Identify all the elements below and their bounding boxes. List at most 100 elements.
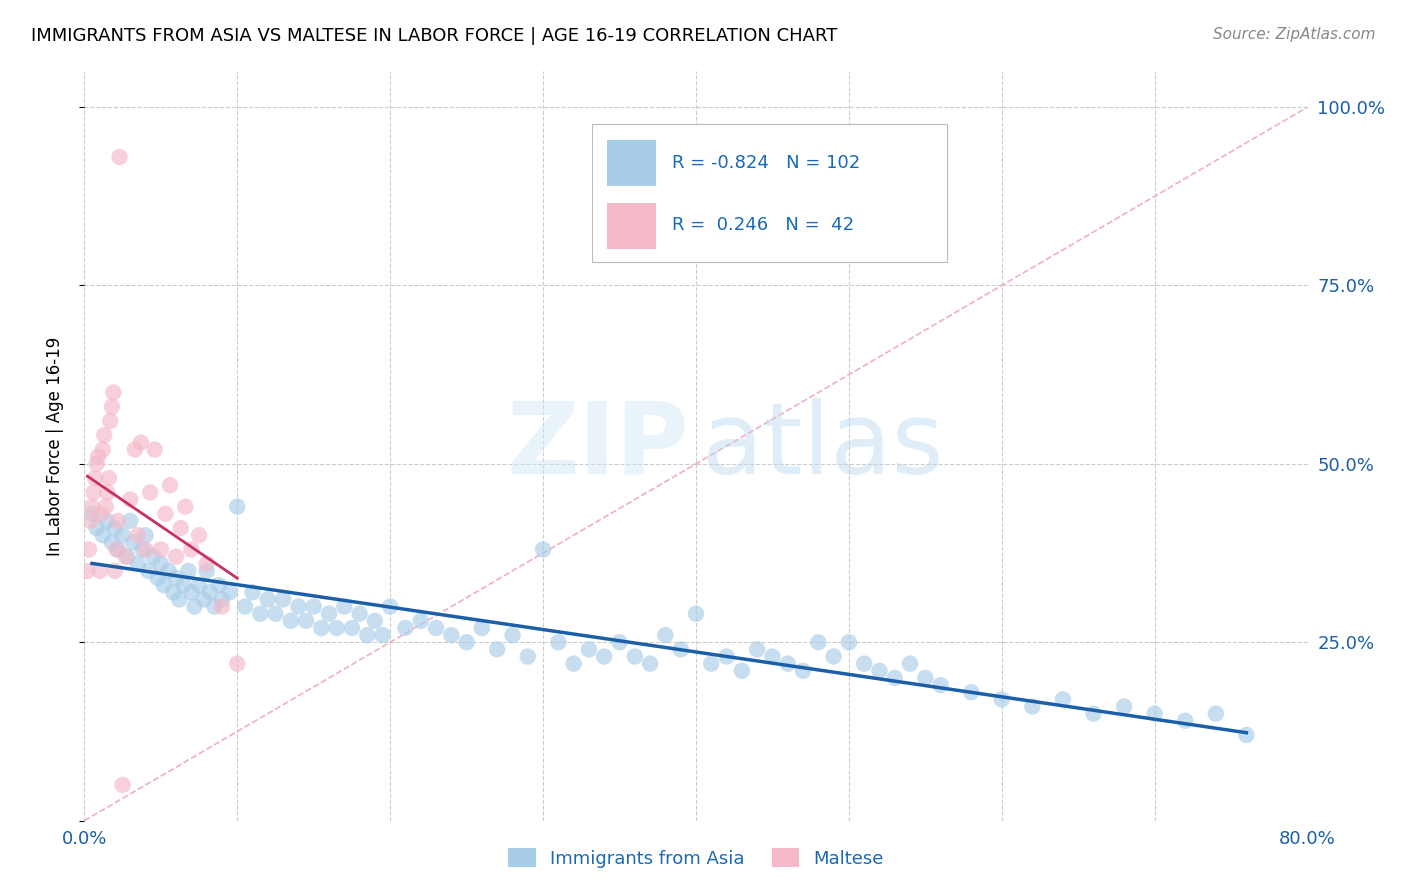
Point <box>960 685 983 699</box>
Point <box>165 549 187 564</box>
Point <box>138 564 160 578</box>
Point <box>111 528 134 542</box>
Point <box>139 485 162 500</box>
Point <box>761 649 783 664</box>
Point <box>177 564 200 578</box>
Point <box>486 642 509 657</box>
Point <box>89 564 111 578</box>
Point <box>1143 706 1166 721</box>
Point <box>425 621 447 635</box>
FancyBboxPatch shape <box>592 124 946 262</box>
Point <box>1114 699 1136 714</box>
Point <box>1174 714 1197 728</box>
Point <box>111 778 134 792</box>
Point <box>157 564 180 578</box>
Point <box>120 514 142 528</box>
Point <box>108 150 131 164</box>
Point <box>83 485 105 500</box>
Point <box>211 599 233 614</box>
Point <box>122 535 145 549</box>
Point <box>311 621 333 635</box>
Text: ZIP: ZIP <box>508 398 690 494</box>
Point <box>84 471 107 485</box>
Point <box>202 599 225 614</box>
Legend: Immigrants from Asia, Maltese: Immigrants from Asia, Maltese <box>509 848 883 868</box>
Bar <box>606 202 655 249</box>
Point <box>193 592 215 607</box>
Point <box>1236 728 1258 742</box>
Point <box>233 599 256 614</box>
Point <box>264 607 287 621</box>
Point <box>91 442 114 457</box>
Point <box>149 557 172 571</box>
Point <box>516 649 538 664</box>
Point <box>211 592 233 607</box>
Point <box>257 592 280 607</box>
Point <box>97 471 120 485</box>
Point <box>183 599 205 614</box>
Point <box>807 635 830 649</box>
Point <box>79 514 101 528</box>
Point <box>669 642 692 657</box>
Point <box>271 592 294 607</box>
Point <box>188 578 211 592</box>
Point <box>883 671 905 685</box>
Point <box>86 521 108 535</box>
Point <box>195 564 218 578</box>
Point <box>159 478 181 492</box>
Point <box>107 542 129 557</box>
Point <box>869 664 891 678</box>
Point <box>135 542 157 557</box>
Point <box>115 549 138 564</box>
Point <box>94 500 117 514</box>
Point <box>302 599 325 614</box>
Point <box>280 614 302 628</box>
Point <box>249 607 271 621</box>
Point <box>80 507 103 521</box>
Point <box>325 621 347 635</box>
Point <box>180 585 202 599</box>
Point <box>91 528 114 542</box>
Point <box>170 521 193 535</box>
Point <box>103 385 125 400</box>
Point <box>107 514 129 528</box>
Point <box>295 614 318 628</box>
Text: Source: ZipAtlas.com: Source: ZipAtlas.com <box>1212 27 1375 42</box>
Point <box>318 607 340 621</box>
Point <box>685 607 707 621</box>
Point <box>98 414 121 428</box>
Point <box>127 528 149 542</box>
Point <box>195 557 218 571</box>
Point <box>333 599 356 614</box>
Point <box>208 578 231 592</box>
Point <box>242 585 264 599</box>
Point <box>146 571 169 585</box>
Point <box>124 442 146 457</box>
Text: R =  0.246   N =  42: R = 0.246 N = 42 <box>672 216 853 234</box>
Point <box>747 642 769 657</box>
Point <box>86 457 108 471</box>
Point <box>356 628 378 642</box>
Point <box>380 599 402 614</box>
Point <box>188 528 211 542</box>
Point <box>174 500 197 514</box>
Bar <box>606 140 655 186</box>
Text: atlas: atlas <box>702 398 943 494</box>
Point <box>218 585 240 599</box>
Point <box>364 614 387 628</box>
Point <box>198 585 221 599</box>
Point <box>929 678 952 692</box>
Point <box>180 542 202 557</box>
Point <box>1021 699 1043 714</box>
Point <box>700 657 723 671</box>
Text: R = -0.824   N = 102: R = -0.824 N = 102 <box>672 153 859 171</box>
Point <box>898 657 921 671</box>
Point <box>153 578 176 592</box>
Point <box>142 549 165 564</box>
Point <box>114 549 136 564</box>
Point <box>776 657 799 671</box>
Point <box>638 657 661 671</box>
Point <box>823 649 845 664</box>
Text: IMMIGRANTS FROM ASIA VS MALTESE IN LABOR FORCE | AGE 16-19 CORRELATION CHART: IMMIGRANTS FROM ASIA VS MALTESE IN LABOR… <box>31 27 838 45</box>
Point <box>101 400 124 414</box>
